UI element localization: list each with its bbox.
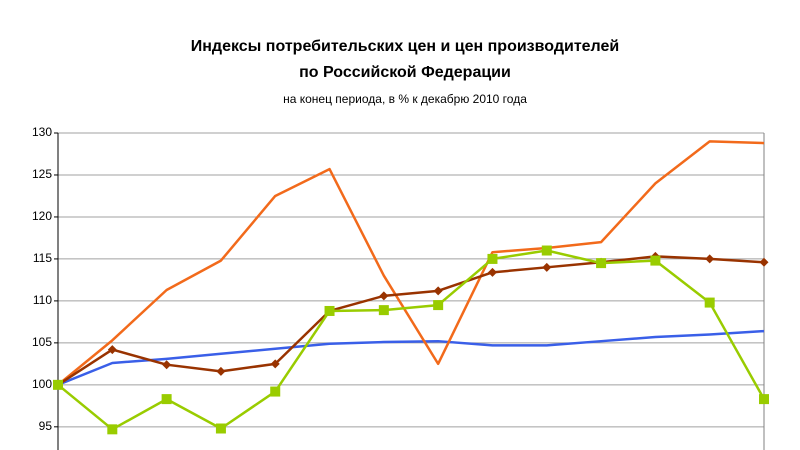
marker bbox=[487, 253, 498, 264]
y-tick-label: 110 bbox=[33, 293, 52, 307]
marker bbox=[324, 305, 335, 316]
y-tick-label: 130 bbox=[32, 125, 52, 139]
series-line bbox=[57, 249, 766, 431]
marker bbox=[705, 254, 715, 264]
y-tick-label: 95 bbox=[39, 419, 53, 433]
marker bbox=[542, 262, 552, 272]
marker bbox=[759, 257, 769, 267]
series-line bbox=[57, 255, 765, 386]
marker bbox=[161, 394, 172, 405]
marker bbox=[759, 394, 769, 405]
marker bbox=[216, 366, 226, 376]
chart-title: по Российской Федерации bbox=[299, 64, 511, 81]
marker bbox=[162, 360, 172, 370]
chart-title: Индексы потребительских цен и цен произв… bbox=[191, 38, 619, 55]
marker bbox=[107, 345, 117, 355]
marker bbox=[378, 305, 389, 316]
y-tick-label: 100 bbox=[32, 377, 52, 391]
y-tick-label: 115 bbox=[33, 251, 52, 265]
marker bbox=[107, 424, 118, 435]
y-tick-label: 120 bbox=[32, 209, 52, 223]
marker bbox=[433, 286, 443, 296]
marker bbox=[270, 386, 281, 397]
marker bbox=[270, 359, 280, 369]
marker bbox=[541, 245, 552, 256]
marker bbox=[433, 300, 444, 311]
series-line bbox=[57, 329, 765, 387]
marker bbox=[596, 258, 607, 269]
y-tick-label: 105 bbox=[32, 335, 52, 349]
marker bbox=[487, 267, 497, 277]
marker bbox=[704, 297, 715, 308]
marker bbox=[379, 291, 389, 301]
y-tick-label: 125 bbox=[32, 167, 52, 181]
marker bbox=[215, 423, 226, 434]
marker bbox=[650, 255, 661, 266]
marker bbox=[53, 379, 63, 390]
series-line bbox=[57, 140, 765, 386]
chart-subtitle: на конец периода, в % к декабрю 2010 год… bbox=[283, 92, 527, 106]
